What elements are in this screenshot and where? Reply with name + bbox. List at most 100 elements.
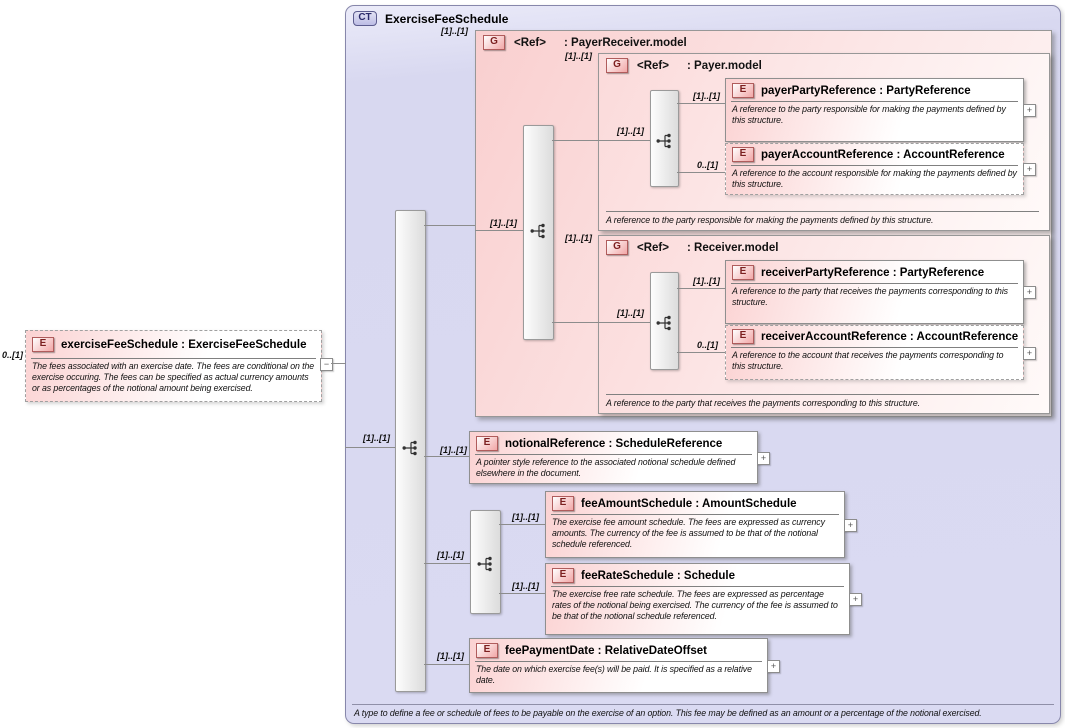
group-name: <Ref> (514, 36, 546, 49)
connector-line (677, 288, 725, 289)
sequence-bar-payer-receiver (523, 125, 554, 340)
connector-line (499, 524, 545, 525)
g-badge: G (483, 35, 505, 50)
cardinality-label: [1]..[1] (512, 512, 539, 522)
connector-line (677, 103, 725, 104)
connector-line (677, 352, 725, 353)
element-description: A pointer style reference to the associa… (475, 454, 752, 482)
cardinality-label: [1]..[1] (565, 233, 592, 243)
connector-line (345, 447, 395, 448)
cardinality-label: [1]..[1] (363, 433, 390, 443)
element-description: The date on which exercise fee(s) will b… (475, 661, 762, 689)
sequence-bar-fee-choice (470, 510, 501, 614)
connector-line (552, 322, 598, 323)
element-payerAccountReference[interactable]: E payerAccountReference : AccountReferen… (725, 143, 1036, 195)
e-badge: E (732, 147, 754, 162)
group-name: <Ref> (637, 59, 669, 72)
connector-line (677, 172, 725, 173)
e-badge: E (476, 643, 498, 658)
cardinality-label: [1]..[1] (693, 91, 720, 101)
element-title: feePaymentDate : RelativeDateOffset (505, 644, 707, 657)
element-description: The exercise fee amount schedule. The fe… (551, 514, 839, 553)
element-description: A reference to the account responsible f… (731, 165, 1018, 193)
collapse-toggle[interactable]: − (320, 358, 333, 371)
cardinality-label: [1]..[1] (437, 550, 464, 560)
element-description: A reference to the account that receives… (731, 347, 1018, 375)
cardinality-label: [1]..[1] (617, 126, 644, 136)
element-notionalReference[interactable]: E notionalReference : ScheduleReference … (469, 431, 770, 484)
sequence-icon (656, 315, 671, 331)
cardinality-label: [1]..[1] (693, 276, 720, 286)
expand-toggle[interactable]: + (1023, 104, 1036, 117)
element-title: receiverPartyReference : PartyReference (761, 266, 985, 279)
sequence-icon (402, 440, 417, 456)
cardinality-label: [1]..[1] (512, 581, 539, 591)
element-title: payerAccountReference : AccountReference (761, 148, 1005, 161)
e-badge: E (732, 265, 754, 280)
g-badge: G (606, 58, 628, 73)
element-feeAmountSchedule[interactable]: E feeAmountSchedule : AmountSchedule The… (545, 491, 857, 558)
element-title: exerciseFeeSchedule : ExerciseFeeSchedul… (61, 338, 307, 351)
element-description: A reference to the party that receives t… (731, 283, 1018, 311)
group-name: <Ref> (637, 241, 669, 254)
complex-type-title: ExerciseFeeSchedule (385, 11, 509, 26)
complex-type-header: CT ExerciseFeeSchedule (346, 6, 1060, 31)
connector-line (424, 456, 469, 457)
cardinality-label: [1]..[1] (440, 445, 467, 455)
connector-line (499, 593, 545, 594)
expand-toggle[interactable]: + (1023, 346, 1036, 360)
sequence-bar-payer (650, 90, 679, 187)
sequence-icon (656, 133, 671, 149)
element-description: A reference to the party responsible for… (731, 101, 1018, 129)
connector-line (424, 225, 475, 226)
sequence-bar-receiver (650, 272, 679, 370)
group-type: : Payer.model (687, 59, 762, 72)
g-badge: G (606, 240, 628, 255)
element-title: notionalReference : ScheduleReference (505, 437, 723, 450)
connector-line (475, 230, 523, 231)
e-badge: E (732, 83, 754, 98)
cardinality-label: 0..[1] (2, 350, 24, 360)
connector-line (598, 140, 650, 141)
connector-line (424, 563, 470, 564)
sequence-icon (477, 556, 492, 572)
cardinality-label: 0..[1] (697, 160, 719, 170)
expand-toggle[interactable]: + (844, 518, 857, 532)
cardinality-label: [1]..[1] (490, 218, 517, 228)
expand-toggle[interactable]: + (767, 659, 780, 673)
group-annotation: A reference to the party responsible for… (606, 211, 1039, 227)
element-feeRateSchedule[interactable]: E feeRateSchedule : Schedule The exercis… (545, 563, 862, 635)
connector-line (424, 664, 469, 665)
element-title: receiverAccountReference : AccountRefere… (761, 330, 1019, 343)
group-type: : Receiver.model (687, 241, 779, 254)
cardinality-label: [1]..[1] (565, 51, 592, 61)
cardinality-label: [1]..[1] (441, 26, 468, 36)
element-receiverPartyReference[interactable]: E receiverPartyReference : PartyReferenc… (725, 260, 1036, 324)
e-badge: E (552, 568, 574, 583)
element-feePaymentDate[interactable]: E feePaymentDate : RelativeDateOffset Th… (469, 638, 780, 693)
element-payerPartyReference[interactable]: E payerPartyReference : PartyReference A… (725, 78, 1036, 142)
connector-line (552, 140, 598, 141)
expand-toggle[interactable]: + (757, 451, 770, 465)
e-badge: E (552, 496, 574, 511)
group-annotation: A reference to the party that receives t… (606, 394, 1039, 410)
cardinality-label: [1]..[1] (437, 651, 464, 661)
expand-toggle[interactable]: + (849, 593, 862, 606)
e-badge: E (732, 329, 754, 344)
expand-toggle[interactable]: + (1023, 163, 1036, 176)
element-title: feeAmountSchedule : AmountSchedule (581, 497, 797, 510)
connector-line (331, 363, 346, 364)
expand-toggle[interactable]: + (1023, 286, 1036, 299)
element-title: payerPartyReference : PartyReference (761, 84, 971, 97)
ct-badge: CT (353, 11, 377, 26)
group-type: : PayerReceiver.model (564, 36, 687, 49)
element-title: feeRateSchedule : Schedule (581, 569, 736, 582)
element-receiverAccountReference[interactable]: E receiverAccountReference : AccountRefe… (725, 325, 1036, 380)
complex-type-annotation: A type to define a fee or schedule of fe… (352, 704, 1054, 720)
cardinality-label: [1]..[1] (617, 308, 644, 318)
e-badge: E (32, 337, 54, 352)
element-description: The fees associated with an exercise dat… (31, 358, 316, 397)
e-badge: E (476, 436, 498, 451)
connector-line (598, 322, 650, 323)
element-exerciseFeeSchedule[interactable]: E exerciseFeeSchedule : ExerciseFeeSched… (25, 330, 322, 402)
